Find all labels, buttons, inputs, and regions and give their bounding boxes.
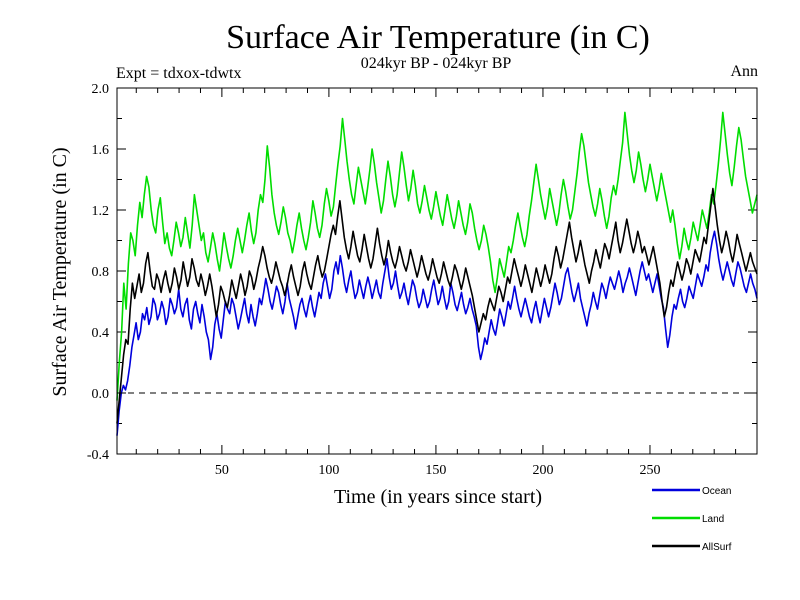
x-tick-label: 200: [532, 463, 553, 478]
y-tick-label: -0.4: [87, 448, 109, 463]
x-tick-label: 100: [318, 463, 339, 478]
y-tick-label: 0.8: [92, 265, 110, 280]
y-tick-label: 2.0: [92, 82, 110, 97]
chart-title: Surface Air Temperature (in C): [226, 19, 650, 56]
y-tick-label: 0.4: [92, 326, 110, 341]
y-tick-label: 1.2: [92, 204, 110, 219]
axis-ticks: 50 100 150 200 250 -0.4 0.0 0.4 0.8 1.2 1.6 2.0: [87, 82, 757, 478]
y-tick-label: 1.6: [92, 143, 110, 158]
x-tick-label: 50: [215, 463, 229, 478]
chart-subtitle: 024kyr BP - 024kyr BP: [361, 55, 512, 72]
series-line-land: [116, 111, 758, 401]
season-label: Ann: [730, 63, 758, 80]
legend-label-allsurf: AllSurf: [702, 542, 732, 553]
series-line-allsurf: [116, 187, 758, 424]
legend: Ocean Land AllSurf: [652, 486, 732, 553]
plot-frame: [116, 87, 758, 455]
x-axis-label: Time (in years since start): [334, 486, 542, 508]
x-tick-label: 250: [639, 463, 660, 478]
y-axis-label: Surface Air Temperature (in C): [49, 147, 71, 396]
legend-label-land: Land: [702, 514, 724, 525]
series-line-ocean: [116, 230, 758, 436]
data-series: [116, 111, 758, 436]
experiment-label: Expt = tdxox-tdwtx: [116, 65, 241, 82]
legend-label-ocean: Ocean: [702, 486, 731, 497]
y-tick-label: 0.0: [92, 387, 110, 402]
x-tick-label: 150: [425, 463, 446, 478]
